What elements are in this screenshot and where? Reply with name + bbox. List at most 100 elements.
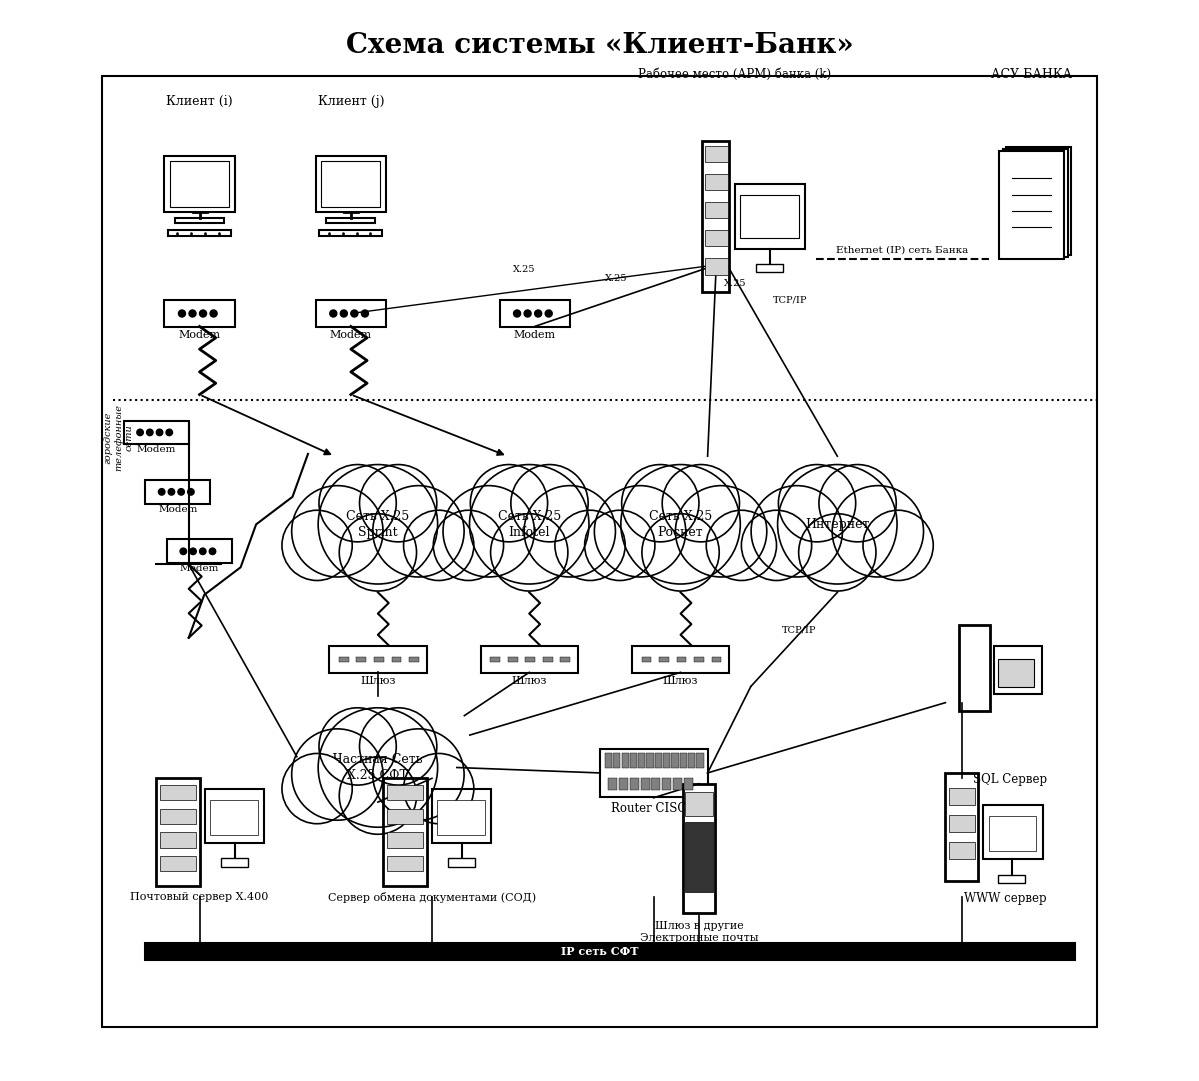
Circle shape <box>189 310 195 317</box>
Bar <box>646 753 653 768</box>
Bar <box>651 778 661 790</box>
FancyBboxPatch shape <box>946 773 978 881</box>
Circle shape <box>137 429 144 436</box>
Bar <box>621 753 628 768</box>
Bar <box>685 792 713 816</box>
Text: Сеть Х.25
Роснет: Сеть Х.25 Роснет <box>649 510 712 538</box>
FancyBboxPatch shape <box>315 157 386 212</box>
Circle shape <box>442 485 535 577</box>
FancyBboxPatch shape <box>168 230 231 237</box>
FancyBboxPatch shape <box>432 789 492 843</box>
Bar <box>673 778 682 790</box>
FancyBboxPatch shape <box>983 805 1043 859</box>
Circle shape <box>799 513 876 591</box>
Text: IP сеть СФТ: IP сеть СФТ <box>561 946 638 957</box>
Circle shape <box>282 510 353 580</box>
FancyBboxPatch shape <box>164 157 235 212</box>
Circle shape <box>318 465 438 584</box>
Bar <box>525 656 535 662</box>
Circle shape <box>146 429 153 436</box>
Bar <box>948 842 975 859</box>
Circle shape <box>863 510 933 580</box>
Circle shape <box>180 548 187 555</box>
Bar <box>640 778 650 790</box>
Bar <box>374 656 384 662</box>
FancyBboxPatch shape <box>1002 149 1067 257</box>
Circle shape <box>318 708 438 827</box>
Circle shape <box>351 310 357 317</box>
Circle shape <box>832 485 923 577</box>
Bar <box>629 753 637 768</box>
Bar <box>694 656 704 662</box>
Circle shape <box>373 485 464 577</box>
Bar <box>392 656 402 662</box>
Circle shape <box>433 510 504 580</box>
Bar <box>386 832 423 848</box>
Bar <box>386 785 423 800</box>
Bar <box>663 753 670 768</box>
FancyBboxPatch shape <box>384 778 427 886</box>
Circle shape <box>210 310 217 317</box>
FancyBboxPatch shape <box>167 539 231 563</box>
Bar <box>671 753 679 768</box>
FancyBboxPatch shape <box>164 299 235 326</box>
Bar <box>508 656 518 662</box>
Bar <box>438 800 484 835</box>
FancyBboxPatch shape <box>175 218 224 223</box>
Bar <box>655 753 662 768</box>
Text: Схема системы «Клиент-Банк»: Схема системы «Клиент-Банк» <box>345 32 854 59</box>
Text: Интернет: Интернет <box>806 518 869 531</box>
Circle shape <box>662 465 740 542</box>
Bar <box>948 788 975 805</box>
Bar <box>638 753 645 768</box>
Circle shape <box>595 485 686 577</box>
Text: Рабочее место (АРМ) банка (k): Рабочее место (АРМ) банка (k) <box>638 68 831 81</box>
FancyBboxPatch shape <box>156 778 199 886</box>
Bar <box>221 858 248 867</box>
Text: Router CISCO: Router CISCO <box>611 802 697 815</box>
Circle shape <box>675 485 767 577</box>
Text: Шлюз в другие
Электронные почты: Шлюз в другие Электронные почты <box>640 921 758 943</box>
Circle shape <box>373 729 464 820</box>
Bar <box>676 656 686 662</box>
Bar <box>712 656 722 662</box>
Circle shape <box>291 485 382 577</box>
FancyBboxPatch shape <box>959 625 989 711</box>
Circle shape <box>168 489 175 495</box>
Circle shape <box>513 310 520 317</box>
Bar <box>697 753 704 768</box>
Circle shape <box>199 310 206 317</box>
Circle shape <box>470 465 548 542</box>
FancyBboxPatch shape <box>703 141 729 292</box>
Circle shape <box>360 465 436 542</box>
Bar <box>605 753 613 768</box>
Text: Почтовый сервер Х.400: Почтовый сервер Х.400 <box>131 892 269 902</box>
Text: городские
телефонные
сети: городские телефонные сети <box>103 404 133 471</box>
FancyBboxPatch shape <box>326 218 375 223</box>
Circle shape <box>490 513 568 591</box>
FancyBboxPatch shape <box>123 421 188 444</box>
Text: Частная Сеть
X.25 СФТ: Частная Сеть X.25 СФТ <box>333 753 422 782</box>
FancyBboxPatch shape <box>632 645 729 672</box>
Circle shape <box>524 310 531 317</box>
Bar <box>145 943 1076 960</box>
FancyBboxPatch shape <box>315 299 386 326</box>
Bar <box>948 815 975 832</box>
Circle shape <box>621 465 740 584</box>
FancyBboxPatch shape <box>319 230 382 237</box>
FancyBboxPatch shape <box>145 480 210 504</box>
Bar <box>490 656 500 662</box>
Text: X.25: X.25 <box>604 275 627 283</box>
Circle shape <box>158 489 165 495</box>
Bar <box>685 822 713 892</box>
Text: Клиент (i): Клиент (i) <box>167 95 233 108</box>
FancyBboxPatch shape <box>735 184 805 249</box>
Bar <box>705 202 728 218</box>
Bar <box>560 656 570 662</box>
Bar <box>999 875 1025 883</box>
FancyBboxPatch shape <box>682 784 715 913</box>
Circle shape <box>165 429 173 436</box>
FancyBboxPatch shape <box>600 749 707 798</box>
FancyBboxPatch shape <box>330 645 427 672</box>
Bar <box>543 656 553 662</box>
